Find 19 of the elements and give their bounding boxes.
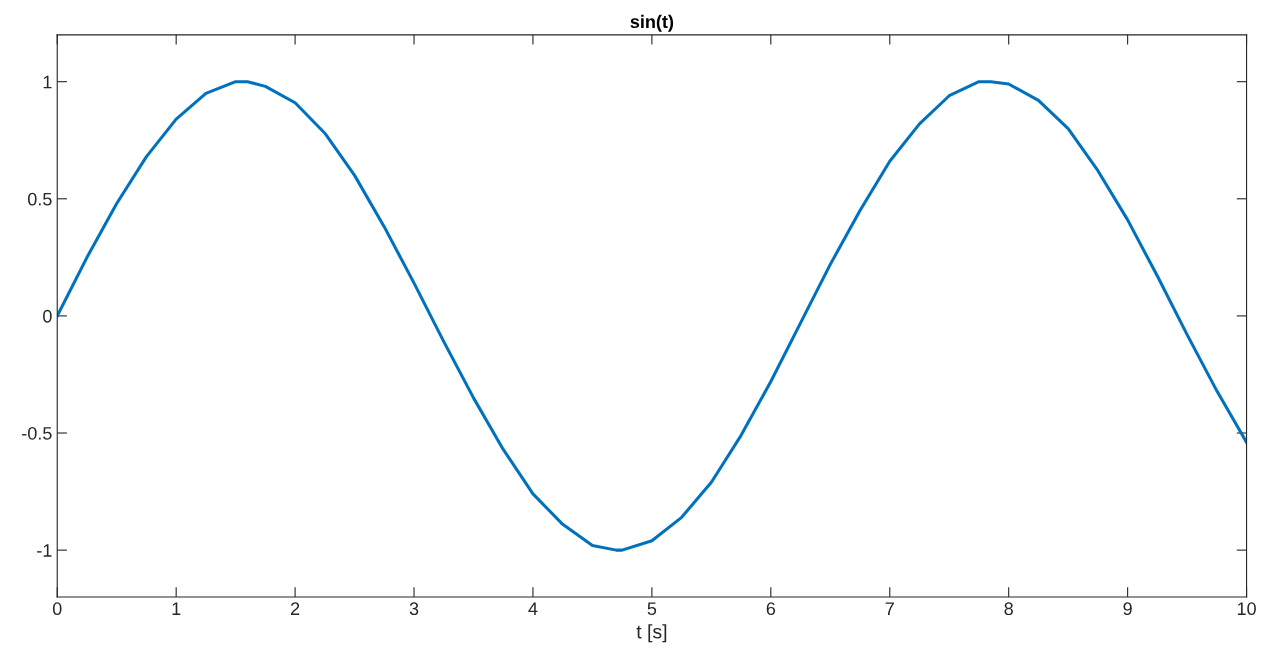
x-tick-label: 3 — [409, 602, 419, 616]
y-tick-label: 0.5 — [27, 192, 52, 206]
y-tick-label: -1 — [37, 544, 52, 557]
x-tick-label: 10 — [1237, 602, 1256, 616]
x-tick-label: 2 — [290, 602, 300, 615]
x-axis-title: t [s] — [636, 624, 667, 643]
x-tick-label: 1 — [172, 602, 181, 615]
line-series — [57, 80, 1247, 552]
x-tick-label: 9 — [1123, 602, 1132, 616]
y-tick-label: 1 — [43, 75, 52, 89]
chart-title: sin(t) — [630, 14, 674, 32]
y-tick-label: 0 — [43, 309, 52, 323]
y-tick-label: -0.5 — [22, 426, 52, 440]
x-tick-label: 4 — [528, 602, 538, 615]
x-tick-label: 0 — [52, 602, 62, 616]
x-tick-label: 5 — [647, 602, 657, 616]
x-tick-label: 8 — [1004, 602, 1013, 616]
x-tick-label: 6 — [766, 602, 776, 616]
x-tick-label: 7 — [885, 602, 894, 615]
